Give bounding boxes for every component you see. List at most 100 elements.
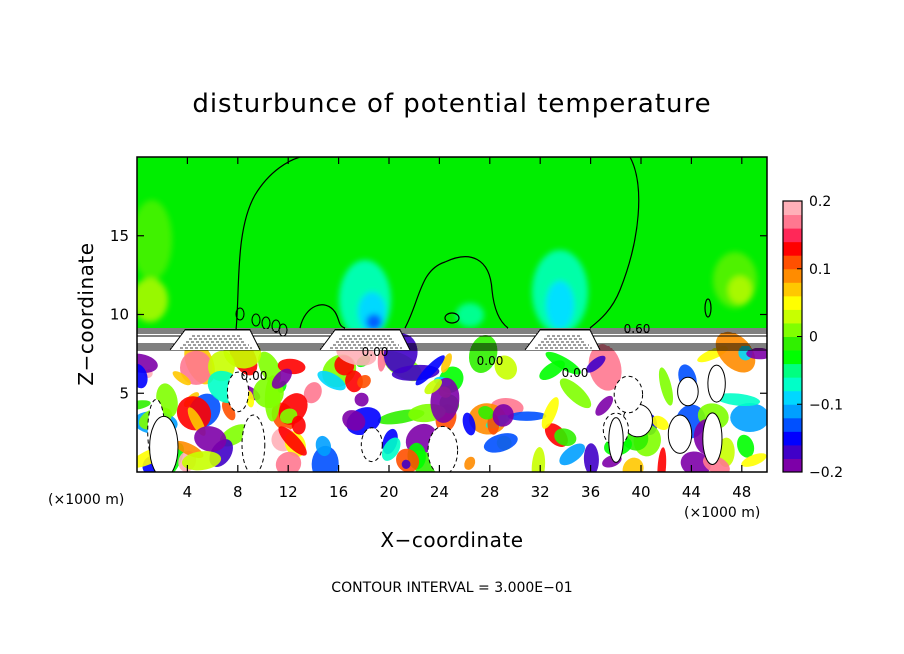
eddy-blob — [559, 443, 586, 466]
contour-loop — [251, 313, 261, 327]
field-layer: 0.00 0.00 0.00 0.60 0.00 — [137, 157, 767, 472]
eddy-blob — [531, 447, 546, 472]
eddy-blob — [657, 447, 667, 472]
y-axis-ticks: 5 10 15 — [110, 227, 767, 402]
colorbar — [782, 200, 803, 473]
eddy-blob — [172, 371, 191, 386]
colorbar-swatch — [783, 255, 802, 270]
eddy-blob — [622, 457, 644, 472]
x-tick-label: 44 — [682, 483, 701, 501]
colorbar-swatch — [783, 390, 802, 405]
colorbar-ticks: 0.2 0.1 0 −0.1 −0.2 — [797, 194, 843, 481]
contour-loop — [444, 312, 460, 324]
colorbar-swatch — [783, 404, 802, 419]
x-tick-label: 28 — [480, 483, 499, 501]
x-unit-right-label: (×1000 m) — [684, 505, 760, 521]
colorbar-swatch — [783, 214, 802, 229]
eddy-blob — [315, 435, 332, 457]
x-tick-label: 32 — [531, 483, 550, 501]
eddy-blob — [271, 368, 292, 389]
eddy-core — [149, 415, 179, 472]
eddy-blob — [737, 434, 755, 458]
eddy-blob — [221, 400, 236, 421]
eddy-blob — [595, 395, 614, 416]
colorbar-tick-label: 0.2 — [809, 194, 831, 210]
eddy-blob — [730, 403, 767, 432]
contour-loop — [704, 298, 712, 318]
eddy-blob — [137, 363, 148, 389]
band-bump — [169, 329, 261, 351]
colorbar-tick-label: 0.1 — [809, 262, 831, 278]
eddy-blob — [583, 443, 599, 472]
eddy-blob — [585, 355, 606, 373]
x-tick-label: 8 — [233, 483, 243, 501]
upper-anomalies — [137, 200, 757, 340]
colorbar-swatch — [783, 458, 802, 473]
contour-loop — [235, 307, 245, 321]
eddy-blob — [462, 412, 476, 436]
eddy-blob — [483, 433, 518, 453]
eddy-blob — [468, 335, 498, 373]
contour-lines — [235, 157, 712, 337]
eddy-blob — [588, 344, 622, 391]
eddy-core — [702, 412, 723, 466]
eddy-blob — [317, 370, 346, 391]
colorbar-swatch — [783, 241, 802, 256]
contour-interval-note: CONTOUR INTERVAL = 3.000E−01 — [331, 580, 572, 596]
x-tick-label: 20 — [379, 483, 398, 501]
x-tick-label: 36 — [581, 483, 600, 501]
eddy-core — [360, 427, 383, 463]
eddy-blob — [541, 397, 559, 429]
eddy-blob — [658, 367, 674, 406]
x-unit-left-label: (×1000 m) — [48, 492, 124, 508]
colorbar-swatch — [783, 350, 802, 365]
colorbar-swatch — [783, 363, 802, 378]
eddy-blob — [424, 378, 443, 395]
colorbar-swatch — [783, 201, 802, 216]
eddy-core — [613, 375, 644, 414]
colorbar-swatch — [783, 228, 802, 243]
colorbar-swatch — [783, 282, 802, 297]
eddy-blob — [342, 410, 366, 431]
zero-contour-top — [300, 157, 640, 329]
eddy-blob — [415, 355, 445, 386]
x-axis-ticks: 4 8 12 16 20 24 28 32 36 40 44 48 — [183, 157, 751, 501]
contour-label: 0.00 — [477, 354, 504, 368]
x-axis-label: X−coordinate — [380, 528, 523, 552]
eddy-blob — [278, 426, 307, 456]
colorbar-swatch — [783, 268, 802, 283]
y-tick-label: 5 — [119, 384, 129, 402]
colorbar-tick-label: 0 — [809, 330, 818, 346]
eddy-blob — [652, 415, 669, 430]
eddy-core — [608, 417, 624, 463]
eddy-blob — [357, 374, 371, 389]
eddy-blob — [137, 353, 158, 373]
eddy-blob — [194, 426, 227, 452]
eddy-core — [667, 414, 693, 454]
colorbar-swatch — [783, 322, 802, 337]
colorbar-swatch — [783, 417, 802, 432]
eddy-blob — [275, 451, 302, 472]
eddy-core — [707, 364, 726, 403]
eddy-blob — [345, 370, 363, 393]
x-tick-label: 48 — [732, 483, 751, 501]
eddy-blob — [680, 451, 711, 472]
eddy-blob — [545, 351, 582, 375]
zero-contour-bump — [404, 256, 509, 329]
eddy-blob — [554, 428, 577, 447]
contour-label: 0.00 — [562, 366, 589, 380]
eddy-blob — [746, 348, 767, 360]
contour-label: 0.00 — [362, 345, 389, 359]
y-tick-label: 15 — [110, 227, 129, 245]
colorbar-swatch — [783, 444, 802, 459]
eddy-core — [241, 414, 266, 472]
colorbar-tick-label: −0.1 — [809, 397, 843, 413]
eddy-blob — [303, 382, 322, 404]
chart-title: disturbunce of potential temperature — [192, 89, 711, 119]
contour-label: 0.60 — [624, 322, 651, 336]
eddy-blob — [492, 404, 514, 427]
turbulent-eddies — [137, 331, 767, 472]
eddy-blob — [741, 453, 767, 467]
y-axis-label: Z−coordinate — [74, 242, 98, 385]
